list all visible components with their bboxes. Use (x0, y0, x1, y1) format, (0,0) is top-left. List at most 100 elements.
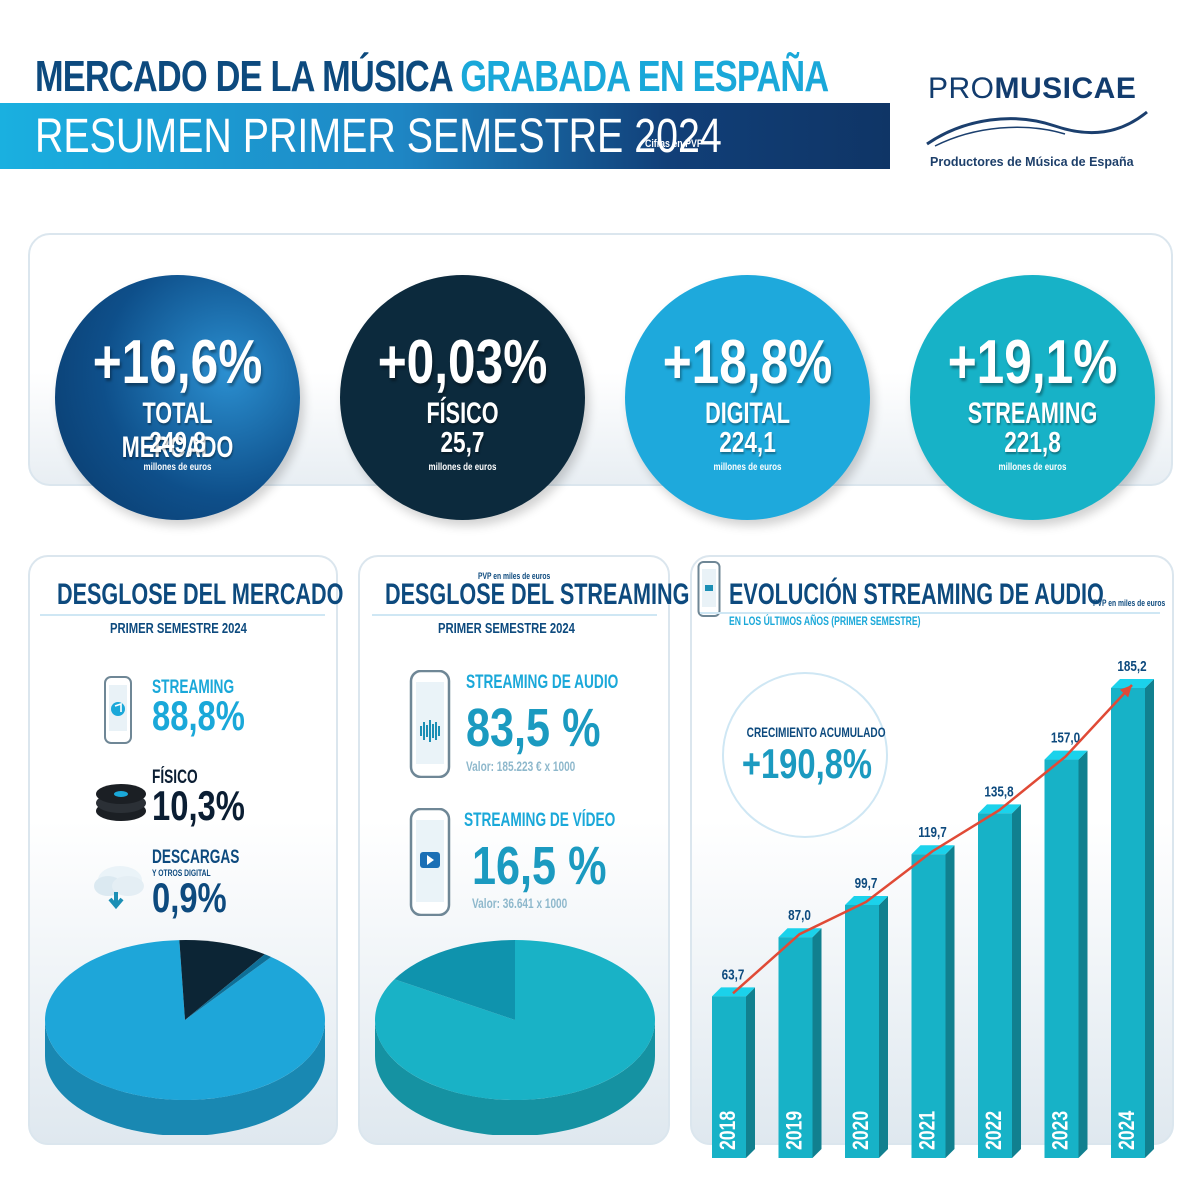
evolution-title: EVOLUCIÓN STREAMING DE AUDIO (729, 578, 1104, 611)
pie-slice (185, 954, 272, 1020)
growth-circle: CRECIMIENTO ACUMULADO +190,8% (722, 672, 888, 838)
bar-year-label: 2019 (783, 1111, 807, 1150)
logo: PROMUSICAE (928, 72, 1136, 106)
trend-arrow-icon (1119, 685, 1132, 698)
kpi-label: STREAMING (967, 397, 1098, 430)
title-band (0, 103, 890, 169)
kpi-streaming: +19,1% STREAMING 221,8 millones de euros (910, 275, 1155, 520)
kpi-label: TOTAL MERCADO (121, 397, 234, 464)
logo-word-light: PRO (928, 72, 995, 105)
bar-year-label: 2024 (1115, 1111, 1139, 1150)
streaming-title: DESGLOSE DEL STREAMING (385, 578, 690, 611)
market-subtitle: PRIMER SEMESTRE 2024 (110, 620, 247, 637)
cloud-download-icon (94, 866, 144, 910)
divider (372, 614, 657, 616)
bar-side (812, 928, 822, 1158)
kpi-amount: 224,1 (719, 427, 776, 459)
pie-slice (179, 940, 265, 1020)
kpi-fisico: +0,03% FÍSICO 25,7 millones de euros (340, 275, 585, 520)
logo-tagline: Productores de Música de España (930, 155, 1134, 169)
bar-side (1012, 804, 1021, 1158)
smartphone-icon (104, 676, 132, 744)
phone-audio-icon (409, 670, 451, 778)
bar-value-label: 119,7 (918, 824, 947, 841)
market-streaming-value: 88,8% (152, 692, 245, 739)
smartphone-icon (697, 561, 721, 617)
kpi-amount: 25,7 (440, 427, 485, 459)
bar-year-label: 2018 (716, 1111, 740, 1150)
bar (911, 854, 946, 1158)
bar-side (945, 845, 955, 1158)
title-part2: GRABADA EN ESPAÑA (460, 52, 829, 101)
kpi-unit: millones de euros (998, 462, 1067, 473)
audio-detail: Valor: 185.223 € x 1000 (466, 758, 576, 774)
market-descargas-sub: Y OTROS DIGITAL (152, 868, 211, 878)
market-fisico-value: 10,3% (152, 782, 245, 829)
kpi-unit: millones de euros (713, 462, 782, 473)
bar-side (1078, 750, 1088, 1158)
bar-side (879, 895, 888, 1158)
bar-year-label: 2023 (1049, 1111, 1073, 1150)
logo-word-bold: MUSICAE (994, 72, 1137, 105)
market-pie-chart (45, 940, 326, 1135)
bar (978, 813, 1012, 1158)
video-label: STREAMING DE VÍDEO (464, 810, 616, 831)
vinyl-records-icon (96, 784, 146, 821)
bar-year-label: 2020 (849, 1111, 873, 1150)
kpi-amount: 221,8 (1004, 427, 1061, 459)
streaming-evolution-bar-chart: 63,7 2018 87,0 2019 99,7 2020 119,7 2021 135,8 20… (712, 658, 1154, 1158)
evolution-subtitle: EN LOS ÚLTIMOS AÑOS (PRIMER SEMESTRE) (729, 614, 921, 628)
phone-video-icon (409, 808, 451, 916)
bar-value-label: 87,0 (788, 907, 811, 924)
kpi-unit: millones de euros (428, 462, 497, 473)
growth-label: CRECIMIENTO ACUMULADO (746, 724, 886, 740)
bar (778, 937, 813, 1158)
bar-top (1111, 679, 1154, 688)
bar-value-label: 185,2 (1117, 658, 1146, 675)
bar-value-label: 157,0 (1051, 729, 1080, 746)
trend-line (732, 684, 1133, 995)
market-title: DESGLOSE DEL MERCADO (57, 578, 344, 611)
growth-value: +190,8% (741, 740, 873, 787)
kpi-pct: +16,6% (92, 328, 263, 397)
bar-value-label: 99,7 (855, 875, 878, 892)
price-note: Cifras en PVP (645, 138, 703, 150)
bar-side (746, 987, 755, 1158)
evolution-note: PVP en miles de euros (1093, 598, 1166, 608)
market-descargas-label: DESCARGAS (152, 847, 240, 868)
kpi-amount: 249,8 (149, 427, 206, 459)
market-fisico-label: FÍSICO (152, 767, 198, 788)
kpi-total-mercado: +16,6% TOTAL MERCADO 249,8 millones de e… (55, 275, 300, 520)
divider (40, 614, 325, 616)
bar-year-label: 2021 (916, 1111, 940, 1150)
kpi-pct: +18,8% (662, 328, 833, 397)
kpi-label: DIGITAL (705, 397, 790, 430)
kpi-label: FÍSICO (426, 397, 499, 430)
market-streaming-label: STREAMING (152, 677, 235, 698)
bar (712, 996, 746, 1158)
kpi-unit: millones de euros (143, 462, 212, 473)
streaming-subtitle: PRIMER SEMESTRE 2024 (438, 620, 575, 637)
divider (700, 612, 1160, 614)
video-detail: Valor: 36.641 x 1000 (472, 895, 568, 911)
page-title: MERCADO DE LA MÚSICA GRABADA EN ESPAÑA (35, 52, 829, 102)
streaming-note: PVP en miles de euros (478, 571, 551, 581)
title-part1: MERCADO DE LA MÚSICA (35, 52, 452, 101)
bar (1111, 688, 1145, 1158)
market-descargas-value: 0,9% (152, 874, 227, 921)
pie-slice-side (375, 1020, 655, 1135)
pie-slice-side (45, 1020, 325, 1135)
bar-value-label: 135,8 (984, 783, 1014, 800)
bar (1044, 759, 1079, 1158)
page-subtitle: RESUMEN PRIMER SEMESTRE 2024 (35, 110, 722, 163)
kpi-pct: +0,03% (377, 328, 548, 397)
bar-side (1145, 679, 1154, 1158)
streaming-pie-chart (375, 940, 655, 1135)
bar-year-label: 2022 (982, 1111, 1006, 1150)
video-value: 16,5 % (472, 836, 607, 896)
kpi-pct: +19,1% (947, 328, 1118, 397)
audio-value: 83,5 % (466, 698, 601, 758)
logo-wave-icon (926, 110, 1148, 147)
pie-slice (394, 940, 515, 1020)
bar (845, 904, 879, 1158)
